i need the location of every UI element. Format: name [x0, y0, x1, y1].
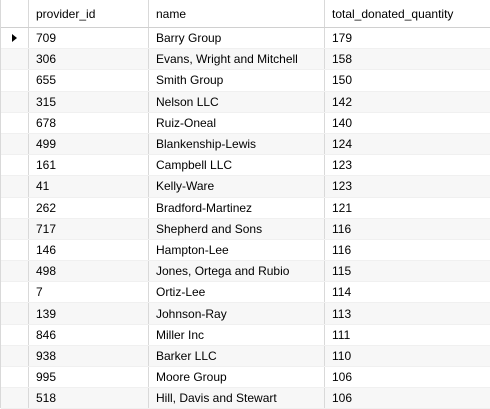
header-row: provider_id name total_donated_quantity: [1, 0, 490, 28]
table-row[interactable]: 846 Miller Inc 111: [1, 324, 490, 346]
cell-total-donated-quantity[interactable]: 116: [332, 221, 352, 236]
cell-provider-id[interactable]: 306: [29, 49, 149, 70]
table-row[interactable]: 518 Hill, Davis and Stewart 106: [1, 388, 490, 409]
cell-name[interactable]: Nelson LLC: [149, 91, 325, 112]
cell-provider-id[interactable]: 995: [29, 367, 149, 388]
cell-total-donated-quantity[interactable]: 142: [332, 94, 353, 109]
cell-provider-id[interactable]: 499: [29, 133, 149, 155]
cell-name[interactable]: Ruiz-Oneal: [149, 112, 325, 133]
row-selector[interactable]: [1, 49, 29, 70]
table-row[interactable]: 709 Barry Group 179: [1, 28, 490, 50]
column-header-name[interactable]: name: [149, 0, 325, 27]
row-selector[interactable]: [1, 239, 29, 261]
column-header-total-donated-quantity[interactable]: total_donated_quantity: [332, 6, 454, 21]
cell-total-donated-quantity[interactable]: 123: [332, 179, 353, 194]
cell-name[interactable]: Bradford-Martinez: [149, 197, 325, 218]
cell-name[interactable]: Campbell LLC: [149, 155, 325, 176]
cell-name[interactable]: Evans, Wright and Mitchell: [149, 49, 325, 70]
row-selector[interactable]: [1, 303, 29, 324]
table-row[interactable]: 161 Campbell LLC 123: [1, 155, 490, 177]
row-selector[interactable]: [1, 367, 29, 388]
table-row[interactable]: 499 Blankenship-Lewis 124: [1, 133, 490, 156]
row-selector[interactable]: [1, 218, 29, 239]
row-selector[interactable]: [1, 324, 29, 345]
cell-name[interactable]: Ortiz-Lee: [149, 282, 325, 303]
cell-provider-id[interactable]: 7: [29, 282, 149, 303]
cell-name[interactable]: Shepherd and Sons: [149, 218, 325, 239]
row-selector[interactable]: [1, 112, 29, 133]
cell-provider-id[interactable]: 161: [29, 155, 149, 176]
row-selector[interactable]: [1, 91, 29, 112]
row-selector-header[interactable]: [1, 0, 29, 27]
cell-provider-id[interactable]: 139: [29, 303, 149, 324]
cell-name[interactable]: Miller Inc: [149, 324, 325, 345]
row-selector[interactable]: [1, 28, 29, 49]
cell-total-donated-quantity[interactable]: 115: [332, 264, 352, 279]
cell-name[interactable]: Hampton-Lee: [149, 239, 325, 261]
cell-provider-id[interactable]: 717: [29, 218, 149, 239]
table-row[interactable]: 995 Moore Group 106: [1, 367, 490, 389]
table-row[interactable]: 315 Nelson LLC 142: [1, 91, 490, 113]
row-selector[interactable]: [1, 155, 29, 176]
table-row[interactable]: 717 Shepherd and Sons 116: [1, 218, 490, 240]
table-row[interactable]: 498 Jones, Ortega and Rubio 115: [1, 261, 490, 283]
cell-total-donated-quantity[interactable]: 113: [332, 306, 352, 321]
table-row[interactable]: 139 Johnson-Ray 113: [1, 303, 490, 325]
table-row[interactable]: 7 Ortiz-Lee 114: [1, 282, 490, 304]
cell-total-donated-quantity[interactable]: 106: [332, 370, 353, 385]
cell-provider-id[interactable]: 678: [29, 112, 149, 133]
table-row[interactable]: 146 Hampton-Lee 116: [1, 239, 490, 262]
cell-name[interactable]: Johnson-Ray: [149, 303, 325, 324]
column-header-provider-id[interactable]: provider_id: [29, 0, 149, 27]
cell-name[interactable]: Moore Group: [149, 367, 325, 388]
cell-provider-id[interactable]: 146: [29, 239, 149, 261]
cell-provider-id[interactable]: 518: [29, 388, 149, 409]
row-selector[interactable]: [1, 176, 29, 197]
cell-total-donated-quantity[interactable]: 140: [332, 115, 353, 130]
table-row[interactable]: 678 Ruiz-Oneal 140: [1, 112, 490, 134]
table-row[interactable]: 41 Kelly-Ware 123: [1, 176, 490, 198]
row-selector[interactable]: [1, 133, 29, 155]
row-pointer-arrow-icon: [12, 34, 17, 43]
table-row[interactable]: 938 Barker LLC 110: [1, 345, 490, 367]
cell-total-donated-quantity[interactable]: 116: [332, 242, 352, 257]
cell-provider-id[interactable]: 315: [29, 91, 149, 112]
table-row[interactable]: 655 Smith Group 150: [1, 70, 490, 92]
row-selector[interactable]: [1, 345, 29, 366]
cell-name[interactable]: Blankenship-Lewis: [149, 133, 325, 155]
cell-provider-id[interactable]: 41: [29, 176, 149, 197]
cell-provider-id[interactable]: 655: [29, 70, 149, 91]
cell-provider-id[interactable]: 498: [29, 261, 149, 282]
cell-provider-id[interactable]: 846: [29, 324, 149, 345]
cell-total-donated-quantity[interactable]: 110: [332, 348, 352, 363]
cell-total-donated-quantity[interactable]: 106: [332, 391, 353, 406]
row-selector[interactable]: [1, 70, 29, 91]
cell-provider-id[interactable]: 938: [29, 345, 149, 366]
cell-total-donated-quantity[interactable]: 111: [332, 327, 351, 342]
table-body: 709 Barry Group 179 306 Evans, Wright and Mi…: [1, 28, 490, 409]
row-selector[interactable]: [1, 282, 29, 303]
cell-total-donated-quantity[interactable]: 150: [332, 73, 353, 88]
row-selector[interactable]: [1, 388, 29, 409]
table-row[interactable]: 306 Evans, Wright and Mitchell 158: [1, 49, 490, 71]
cell-total-donated-quantity[interactable]: 158: [332, 52, 353, 67]
cell-name[interactable]: Hill, Davis and Stewart: [149, 388, 325, 409]
cell-total-donated-quantity[interactable]: 123: [332, 158, 353, 173]
cell-name[interactable]: Barry Group: [149, 28, 325, 49]
table-row[interactable]: 262 Bradford-Martinez 121: [1, 197, 490, 219]
row-selector[interactable]: [1, 261, 29, 282]
cell-provider-id[interactable]: 709: [29, 28, 149, 49]
cell-name[interactable]: Smith Group: [149, 70, 325, 91]
cell-name[interactable]: Barker LLC: [149, 345, 325, 366]
cell-name[interactable]: Kelly-Ware: [149, 176, 325, 197]
cell-total-donated-quantity[interactable]: 179: [332, 31, 353, 46]
cell-total-donated-quantity[interactable]: 114: [332, 285, 352, 300]
cell-name[interactable]: Jones, Ortega and Rubio: [149, 261, 325, 282]
cell-provider-id[interactable]: 262: [29, 197, 149, 218]
cell-total-donated-quantity[interactable]: 121: [332, 200, 353, 215]
row-selector[interactable]: [1, 197, 29, 218]
cell-total-donated-quantity[interactable]: 124: [332, 137, 353, 152]
